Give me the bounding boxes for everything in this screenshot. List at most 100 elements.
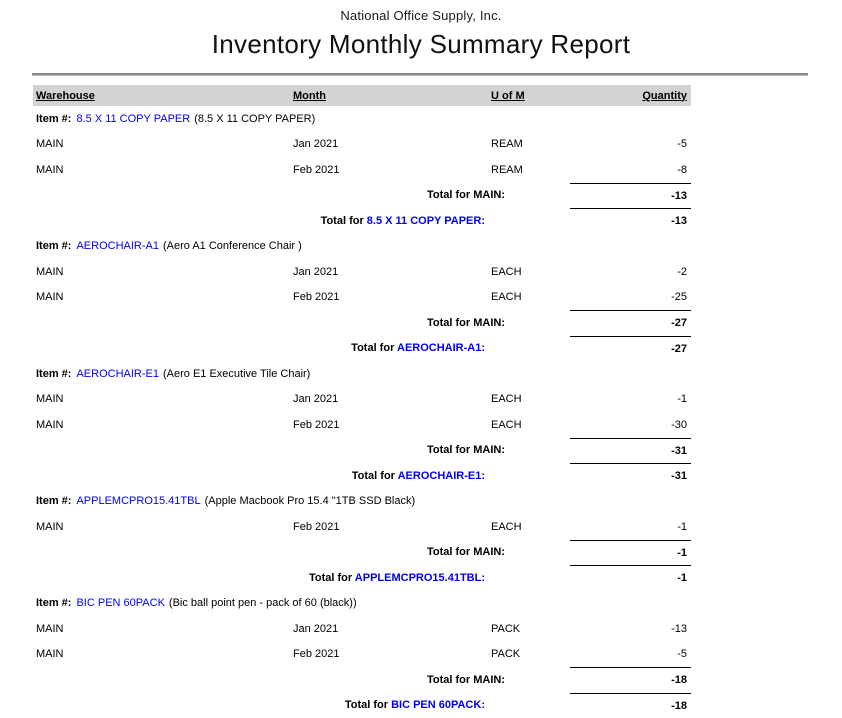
item-total-row: Total for 8.5 X 11 COPY PAPER: -13 [33, 208, 691, 234]
cell-uom: REAM [491, 138, 523, 151]
item-total-code-link[interactable]: BIC PEN 60PACK: [391, 699, 485, 712]
warehouse-total-label: Total for MAIN: [426, 189, 505, 202]
table-row: MAIN Jan 2021 REAM -5 [33, 132, 691, 158]
cell-quantity: -8 [677, 163, 687, 176]
table-row: MAIN Feb 2021 REAM -8 [33, 157, 691, 183]
cell-warehouse: MAIN [36, 622, 64, 635]
item-description: (Apple Macbook Pro 15.4 "1TB SSD Black) [204, 495, 416, 508]
item-code-link[interactable]: AEROCHAIR-E1 [76, 367, 159, 380]
item-total-prefix: Total for [351, 469, 398, 482]
cell-quantity: -5 [677, 138, 687, 151]
item-code-link[interactable]: APPLEMCPRO15.41TBL [76, 495, 201, 508]
item-total-label: Total for AEROCHAIR-E1: [33, 470, 570, 482]
item-total-code-link[interactable]: AEROCHAIR-A1: [397, 342, 485, 355]
cell-uom: PACK [491, 648, 521, 661]
cell-quantity: -25 [671, 291, 687, 304]
cell-uom: EACH [491, 393, 522, 406]
cell-warehouse: MAIN [36, 648, 64, 661]
warehouse-total-row: Total for MAIN: -18 [33, 667, 691, 693]
warehouse-total-quantity: -18 [570, 667, 691, 693]
page-title: Inventory Monthly Summary Report [211, 29, 631, 59]
cell-quantity: -13 [671, 622, 687, 635]
warehouse-total-quantity: -31 [570, 437, 691, 464]
item-total-code-link[interactable]: 8.5 X 11 COPY PAPER: [366, 214, 485, 227]
item-header-line: Item #: AEROCHAIR-A1 (Aero A1 Conference… [33, 234, 691, 260]
warehouse-total-quantity: -1 [570, 539, 691, 566]
report-table: Warehouse Month U of M Quantity Item #: … [33, 85, 691, 718]
warehouse-total-quantity: -27 [570, 310, 691, 336]
column-header-quantity: Quantity [642, 89, 687, 102]
item-header-line: Item #: BIC PEN 60PACK (Bic ball point p… [33, 591, 691, 617]
item-total-quantity: -13 [570, 208, 691, 234]
warehouse-total-row: Total for MAIN: -1 [33, 539, 691, 566]
item-total-prefix: Total for [308, 571, 355, 584]
cell-month: Jan 2021 [293, 622, 339, 635]
item-total-prefix: Total for [320, 214, 367, 227]
item-rows: MAIN Jan 2021 PACK -13 MAIN Feb 2021 PAC… [33, 616, 691, 667]
item-number-label: Item #: [36, 240, 72, 253]
cell-month: Feb 2021 [293, 418, 340, 431]
item-total-row: Total for AEROCHAIR-A1: -27 [33, 335, 691, 362]
item-total-row: Total for AEROCHAIR-E1: -31 [33, 463, 691, 489]
cell-month: Jan 2021 [293, 393, 339, 406]
item-total-code-link[interactable]: AEROCHAIR-E1: [397, 469, 485, 482]
item-code-link[interactable]: BIC PEN 60PACK [76, 597, 165, 610]
item-total-row: Total for APPLEMCPRO15.41TBL: -1 [33, 565, 691, 591]
item-total-row: Total for BIC PEN 60PACK: -18 [33, 692, 691, 718]
table-row: MAIN Feb 2021 EACH -30 [33, 412, 691, 438]
column-header-warehouse: Warehouse [36, 89, 95, 102]
cell-uom: EACH [491, 265, 522, 278]
cell-month: Feb 2021 [293, 648, 340, 661]
cell-warehouse: MAIN [36, 393, 64, 406]
item-header-line: Item #: AEROCHAIR-E1 (Aero E1 Executive … [33, 361, 691, 387]
cell-quantity: -30 [671, 418, 687, 431]
item-description: (Aero E1 Executive Tile Chair) [163, 367, 311, 380]
cell-month: Jan 2021 [293, 138, 339, 151]
table-row: MAIN Jan 2021 EACH -1 [33, 387, 691, 413]
report-body: Item #: 8.5 X 11 COPY PAPER (8.5 X 11 CO… [33, 106, 691, 718]
item-description: (8.5 X 11 COPY PAPER) [194, 112, 316, 125]
cell-uom: PACK [491, 622, 521, 635]
warehouse-total-label: Total for MAIN: [426, 444, 505, 457]
item-number-label: Item #: [36, 495, 72, 508]
item-description: (Bic ball point pen - pack of 60 (black)… [168, 597, 357, 610]
item-section: Item #: APPLEMCPRO15.41TBL (Apple Macboo… [33, 489, 691, 591]
item-total-label: Total for AEROCHAIR-A1: [33, 342, 570, 354]
table-row: MAIN Jan 2021 PACK -13 [33, 616, 691, 642]
item-number-label: Item #: [36, 112, 72, 125]
cell-uom: EACH [491, 520, 522, 533]
item-number-label: Item #: [36, 367, 72, 380]
item-total-quantity: -18 [570, 692, 691, 718]
item-total-quantity: -1 [570, 565, 691, 591]
item-total-label: Total for 8.5 X 11 COPY PAPER: [33, 215, 570, 227]
warehouse-total-row: Total for MAIN: -31 [33, 437, 691, 464]
warehouse-total-label: Total for MAIN: [426, 546, 505, 559]
header-divider [32, 73, 808, 76]
table-row: MAIN Jan 2021 EACH -2 [33, 259, 691, 285]
item-total-code-link[interactable]: APPLEMCPRO15.41TBL: [354, 571, 485, 584]
cell-uom: REAM [491, 163, 523, 176]
item-description: (Aero A1 Conference Chair ) [163, 240, 302, 253]
item-rows: MAIN Jan 2021 REAM -5 MAIN Feb 2021 REAM… [33, 132, 691, 183]
item-code-link[interactable]: 8.5 X 11 COPY PAPER [76, 112, 191, 125]
cell-month: Feb 2021 [293, 163, 340, 176]
item-code-link[interactable]: AEROCHAIR-A1 [76, 240, 159, 253]
warehouse-total-quantity: -13 [570, 182, 691, 209]
cell-warehouse: MAIN [36, 265, 64, 278]
item-section: Item #: 8.5 X 11 COPY PAPER (8.5 X 11 CO… [33, 106, 691, 234]
item-total-prefix: Total for [344, 699, 392, 712]
item-number-label: Item #: [36, 597, 72, 610]
cell-warehouse: MAIN [36, 520, 64, 533]
warehouse-total-label: Total for MAIN: [426, 316, 505, 329]
column-header-month: Month [293, 89, 326, 102]
cell-quantity: -1 [677, 520, 687, 533]
cell-month: Feb 2021 [293, 291, 340, 304]
item-total-quantity: -27 [570, 335, 691, 362]
column-header-row: Warehouse Month U of M Quantity [33, 85, 691, 106]
item-header-line: Item #: APPLEMCPRO15.41TBL (Apple Macboo… [33, 489, 691, 515]
cell-month: Feb 2021 [293, 520, 340, 533]
item-total-quantity: -31 [570, 463, 691, 489]
item-header-line: Item #: 8.5 X 11 COPY PAPER (8.5 X 11 CO… [33, 106, 691, 132]
cell-uom: EACH [491, 291, 522, 304]
report-header: National Office Supply, Inc. Inventory M… [0, 0, 842, 60]
